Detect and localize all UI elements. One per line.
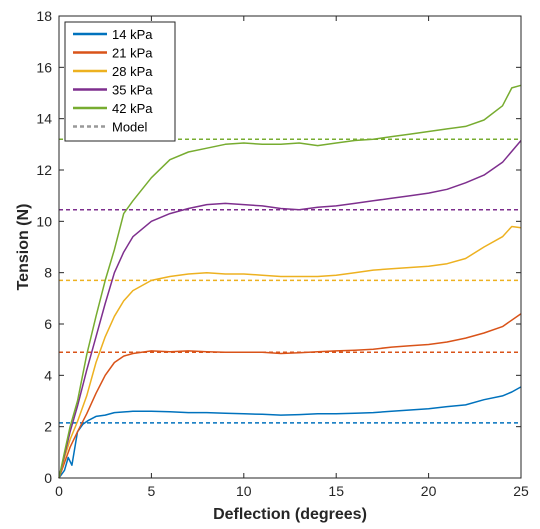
x-tick-label: 25 (513, 483, 529, 499)
y-axis-ticks: 0 2 4 6 8 10 12 14 16 18 (36, 8, 521, 486)
y-tick-label: 16 (36, 59, 52, 75)
y-tick-label: 14 (36, 111, 52, 127)
legend-label: 35 kPa (112, 83, 153, 98)
y-tick-label: 6 (44, 316, 52, 332)
series-line-21-kpa (58, 313, 522, 479)
legend-label: Model (112, 120, 148, 135)
x-tick-label: 5 (148, 483, 156, 499)
legend-label: 14 kPa (112, 27, 153, 42)
series-line-28-kpa (58, 225, 522, 479)
y-tick-label: 18 (36, 8, 52, 24)
legend-label: 28 kPa (112, 64, 153, 79)
y-tick-label: 0 (44, 470, 52, 486)
series-line-14-kpa (58, 386, 522, 479)
y-tick-label: 10 (36, 213, 52, 229)
y-tick-label: 12 (36, 162, 52, 178)
x-tick-label: 0 (55, 483, 63, 499)
y-tick-label: 2 (44, 419, 52, 435)
legend-box (64, 21, 176, 142)
series-line-42-kpa (58, 84, 522, 479)
legend-label: 42 kPa (112, 101, 153, 116)
legend: 14 kPa 21 kPa 28 kPa 35 kPa 42 kPa Model (64, 21, 176, 142)
series-line-35-kpa (58, 140, 522, 479)
x-axis-ticks: 0 5 10 15 20 25 (55, 16, 529, 499)
y-axis-title: Tension (N) (15, 204, 32, 291)
x-tick-label: 20 (421, 483, 437, 499)
x-tick-label: 15 (328, 483, 344, 499)
x-tick-label: 10 (236, 483, 252, 499)
y-tick-label: 4 (44, 367, 52, 383)
y-tick-label: 8 (44, 265, 52, 281)
x-axis-title: Deflection (degrees) (213, 506, 367, 523)
plot-frame (58, 15, 522, 479)
series-lines (58, 84, 522, 479)
legend-label: 21 kPa (112, 46, 153, 61)
